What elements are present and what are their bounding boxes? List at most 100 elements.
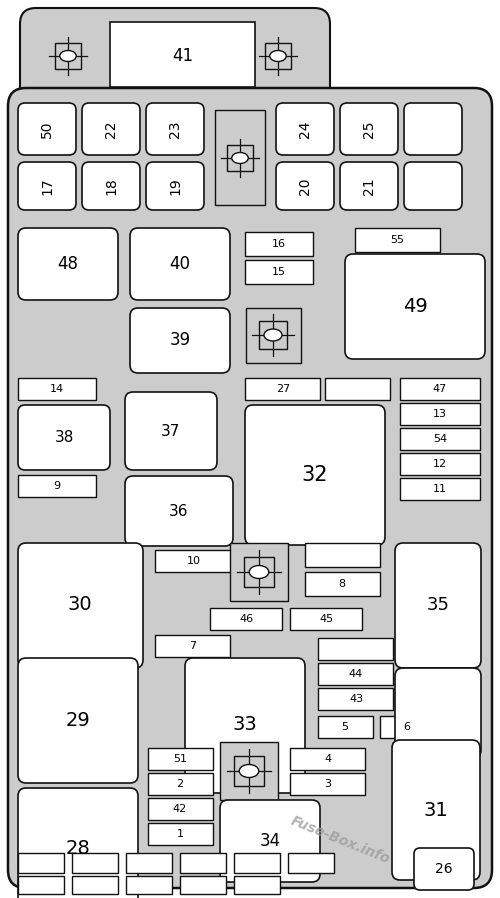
Ellipse shape: [264, 329, 282, 341]
Text: 8: 8: [338, 579, 345, 589]
FancyBboxPatch shape: [146, 162, 204, 210]
FancyBboxPatch shape: [8, 88, 492, 888]
Text: 27: 27: [276, 384, 290, 394]
Text: 34: 34: [260, 832, 280, 850]
FancyBboxPatch shape: [276, 162, 334, 210]
FancyBboxPatch shape: [245, 405, 385, 545]
Text: 48: 48: [58, 255, 78, 273]
Text: 33: 33: [232, 716, 258, 735]
Bar: [234, 853, 280, 873]
Bar: [215, 110, 265, 205]
Bar: [228, 145, 252, 171]
Text: 39: 39: [170, 331, 190, 349]
FancyBboxPatch shape: [18, 162, 76, 210]
Text: 46: 46: [239, 614, 253, 624]
Text: 25: 25: [362, 120, 376, 137]
Text: 4: 4: [324, 754, 332, 764]
Bar: [380, 716, 435, 738]
FancyBboxPatch shape: [276, 103, 334, 155]
Bar: [180, 876, 226, 894]
Bar: [305, 543, 380, 567]
FancyBboxPatch shape: [185, 658, 305, 793]
Text: 20: 20: [298, 177, 312, 195]
Text: 55: 55: [390, 235, 404, 245]
Bar: [355, 228, 440, 252]
Text: 19: 19: [168, 177, 182, 195]
Bar: [400, 428, 480, 450]
FancyBboxPatch shape: [125, 476, 233, 546]
Bar: [266, 43, 290, 68]
Ellipse shape: [249, 566, 269, 578]
Bar: [318, 663, 393, 685]
FancyBboxPatch shape: [82, 162, 140, 210]
FancyBboxPatch shape: [395, 543, 481, 668]
Bar: [234, 876, 280, 894]
FancyBboxPatch shape: [340, 103, 398, 155]
Text: 6: 6: [404, 722, 410, 732]
FancyBboxPatch shape: [220, 800, 320, 882]
Ellipse shape: [270, 50, 286, 61]
Bar: [72, 876, 118, 894]
Bar: [400, 478, 480, 500]
FancyBboxPatch shape: [125, 392, 217, 470]
Bar: [246, 308, 301, 363]
Text: 54: 54: [433, 434, 447, 444]
Text: 42: 42: [173, 804, 187, 814]
Text: 51: 51: [173, 754, 187, 764]
Bar: [245, 260, 313, 284]
Bar: [318, 716, 373, 738]
Ellipse shape: [232, 153, 248, 163]
FancyBboxPatch shape: [18, 788, 138, 898]
Bar: [245, 232, 313, 256]
Bar: [400, 378, 480, 400]
Text: 38: 38: [54, 429, 74, 445]
Text: 21: 21: [362, 177, 376, 195]
Text: 35: 35: [426, 596, 450, 614]
Text: 43: 43: [349, 694, 363, 704]
Text: 10: 10: [187, 556, 201, 566]
Text: 49: 49: [402, 296, 427, 315]
Bar: [290, 773, 365, 795]
Ellipse shape: [60, 50, 76, 61]
Bar: [234, 756, 264, 786]
Bar: [318, 638, 393, 660]
Bar: [18, 378, 96, 400]
Ellipse shape: [240, 764, 259, 778]
Bar: [148, 798, 213, 820]
Text: 15: 15: [272, 267, 286, 277]
Bar: [18, 475, 96, 497]
FancyBboxPatch shape: [130, 308, 230, 373]
Bar: [148, 748, 213, 770]
Text: 11: 11: [433, 484, 447, 494]
Text: 37: 37: [162, 424, 180, 438]
Bar: [288, 853, 334, 873]
FancyBboxPatch shape: [130, 228, 230, 300]
FancyBboxPatch shape: [345, 254, 485, 359]
Text: 18: 18: [104, 177, 118, 195]
Bar: [318, 688, 393, 710]
Bar: [259, 321, 287, 348]
Bar: [126, 853, 172, 873]
Bar: [18, 876, 64, 894]
Text: 44: 44: [349, 669, 363, 679]
FancyBboxPatch shape: [18, 103, 76, 155]
Bar: [290, 748, 365, 770]
FancyBboxPatch shape: [404, 103, 462, 155]
Bar: [244, 557, 274, 587]
Bar: [148, 823, 213, 845]
FancyBboxPatch shape: [414, 848, 474, 890]
Text: 16: 16: [272, 239, 286, 249]
Bar: [155, 550, 233, 572]
Bar: [72, 853, 118, 873]
Text: 9: 9: [54, 481, 60, 491]
Bar: [110, 22, 255, 87]
Bar: [155, 635, 230, 657]
Text: 7: 7: [190, 641, 196, 651]
Bar: [325, 378, 390, 400]
Bar: [126, 876, 172, 894]
Text: 22: 22: [104, 120, 118, 137]
Text: 1: 1: [176, 829, 184, 839]
Bar: [18, 853, 64, 873]
FancyBboxPatch shape: [20, 8, 330, 108]
Bar: [400, 453, 480, 475]
